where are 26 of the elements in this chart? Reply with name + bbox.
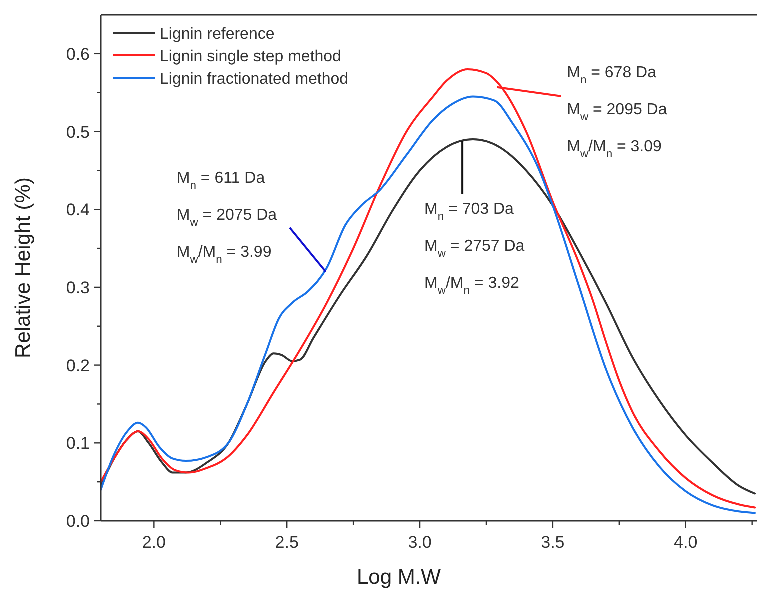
y-axis-title: Relative Height (%) bbox=[12, 178, 35, 358]
legend-label: Lignin single step method bbox=[160, 48, 342, 66]
y-tick-label: 0.0 bbox=[66, 512, 90, 531]
x-axis-title: Log M.W bbox=[356, 566, 442, 589]
x-tick-label: 3.5 bbox=[541, 533, 565, 552]
annotation: M$_{n}$ = 678 Da bbox=[567, 64, 657, 86]
y-tick-label: 0.1 bbox=[66, 434, 90, 454]
y-tick-label: 0.5 bbox=[66, 122, 90, 142]
x-tick-label: 2.5 bbox=[275, 533, 299, 552]
legend-label: Lignin reference bbox=[160, 26, 275, 43]
annotation: M$_{w}$ = 2757 Da bbox=[424, 238, 525, 260]
annotation: M$_{w}$/M$_{n}$ = 3.09 bbox=[567, 138, 662, 160]
y-tick-label: 0.3 bbox=[66, 278, 90, 298]
legend-label: Lignin fractionated method bbox=[160, 71, 349, 88]
annotation: M$_{n}$ = 703 Da bbox=[424, 201, 514, 224]
annotation: M$_{w}$/M$_{n}$ = 3.99 bbox=[176, 244, 272, 266]
annotation: M$_{n}$ = 611 Da bbox=[176, 170, 266, 192]
annotation: M$_{w}$ = 2075 Da bbox=[176, 206, 278, 229]
y-tick-label: 0.6 bbox=[66, 44, 90, 64]
x-tick-label: 3.0 bbox=[408, 533, 432, 552]
x-tick-label: 4.0 bbox=[674, 533, 698, 552]
annotation: M$_{w}$ = 2095 Da bbox=[567, 101, 668, 124]
x-tick-label: 2.0 bbox=[142, 533, 166, 552]
y-tick-label: 0.2 bbox=[66, 356, 90, 376]
annotation: M$_{w}$/M$_{n}$ = 3.92 bbox=[424, 275, 520, 298]
y-tick-label: 0.4 bbox=[66, 200, 90, 220]
